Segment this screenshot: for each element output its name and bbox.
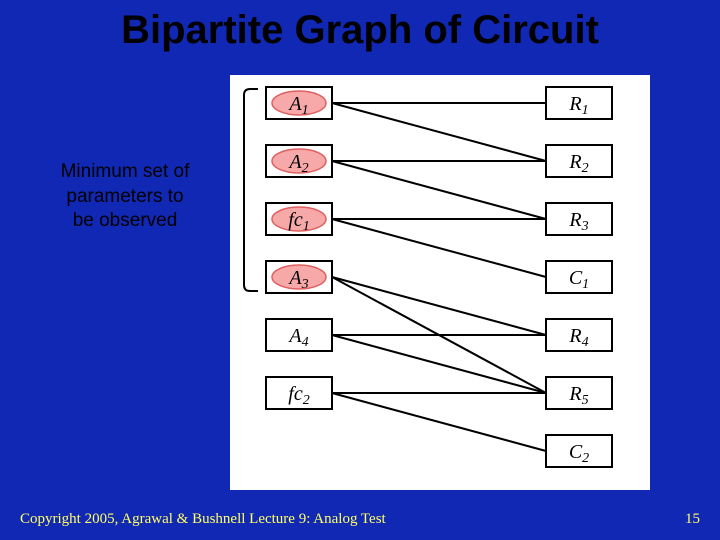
side-label: Minimum set ofparameters tobe observed — [40, 160, 210, 234]
node-A4: A4 — [266, 319, 332, 351]
slide: Bipartite Graph of Circuit Minimum set o… — [0, 0, 720, 540]
graph-edge — [332, 219, 546, 277]
node-A1: A1 — [266, 87, 332, 119]
node-label: R5 — [568, 383, 588, 409]
node-label: R3 — [568, 209, 588, 235]
footer-copyright: Copyright 2005, Agrawal & Bushnell Lectu… — [20, 511, 386, 528]
node-label: R4 — [568, 325, 588, 351]
node-fc1: fc1 — [266, 203, 332, 235]
node-label: A4 — [287, 325, 308, 351]
bipartite-graph: A1 A2 fc1 A3 A4 fc2 R1 R2 R3 C1 R4 R5 C2 — [230, 75, 650, 490]
node-R3: R3 — [546, 203, 612, 235]
side-label-line: be observed — [40, 209, 210, 234]
side-label-line: parameters to — [40, 185, 210, 210]
graph-edge — [332, 277, 546, 335]
slide-title: Bipartite Graph of Circuit — [0, 8, 720, 53]
node-fc2: fc2 — [266, 377, 332, 409]
graph-edge — [332, 103, 546, 161]
node-label: C2 — [569, 441, 589, 467]
node-label: C1 — [569, 267, 589, 293]
graph-edge — [332, 335, 546, 393]
node-A3: A3 — [266, 261, 332, 293]
node-R2: R2 — [546, 145, 612, 177]
slide-number: 15 — [685, 511, 700, 528]
node-A2: A2 — [266, 145, 332, 177]
node-R1: R1 — [546, 87, 612, 119]
graph-edge — [332, 393, 546, 451]
side-label-line: Minimum set of — [40, 160, 210, 185]
node-label: R1 — [568, 93, 588, 119]
node-label: R2 — [568, 151, 588, 177]
bipartite-graph-svg: A1 A2 fc1 A3 A4 fc2 R1 R2 R3 C1 R4 R5 C2 — [230, 75, 650, 490]
bracket — [244, 89, 258, 291]
graph-edge — [332, 161, 546, 219]
node-label: fc2 — [288, 383, 309, 409]
node-C1: C1 — [546, 261, 612, 293]
node-R5: R5 — [546, 377, 612, 409]
node-C2: C2 — [546, 435, 612, 467]
node-R4: R4 — [546, 319, 612, 351]
